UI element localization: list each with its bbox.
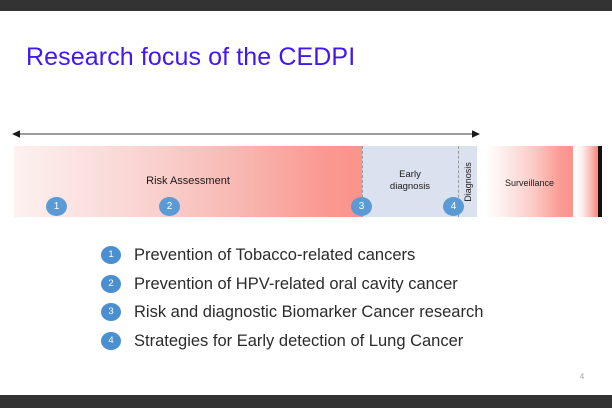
list-item: 3 Risk and diagnostic Biomarker Cancer r…	[101, 298, 541, 327]
segment-surveillance	[486, 146, 573, 217]
continuum-bar: Risk Assessment Early diagnosis Diagnosi…	[14, 146, 477, 217]
segment-label-diagnosis-text: Diagnosis	[462, 161, 473, 202]
segment-early-diagnosis	[362, 146, 458, 217]
legend-text-4: Strategies for Early detection of Lung C…	[134, 331, 464, 350]
legend-text-1: Prevention of Tobacco-related cancers	[134, 246, 416, 264]
legend-badge-3: 3	[101, 303, 121, 321]
window-top-bar	[0, 0, 612, 11]
segment-label-risk-assessment: Risk Assessment	[146, 175, 230, 187]
legend-badge-1: 1	[101, 246, 121, 264]
segment-risk-assessment	[14, 146, 362, 217]
legend-text-2: Prevention of HPV-related oral cavity ca…	[134, 274, 458, 293]
legend-list: 1 Prevention of Tobacco-related cancers …	[101, 241, 541, 355]
divider-risk-early	[362, 146, 363, 217]
segment-label-surveillance: Surveillance	[504, 178, 555, 188]
legend-text-3: Risk and diagnostic Biomarker Cancer res…	[134, 303, 484, 321]
divider-early-diagnosis	[458, 146, 459, 217]
list-item: 4 Strategies for Early detection of Lung…	[101, 327, 541, 356]
segment-label-early-diagnosis: Early diagnosis	[389, 169, 431, 192]
bar-badge-4: 4	[443, 197, 464, 216]
slide-canvas: Research focus of the CEDPI Risk Assessm…	[0, 11, 612, 395]
bar-badge-2: 2	[159, 197, 180, 216]
list-item: 2 Prevention of HPV-related oral cavity …	[101, 270, 541, 299]
bar-badge-1: 1	[46, 197, 67, 216]
segment-tail-edge	[598, 146, 602, 217]
bar-badge-3: 3	[351, 197, 372, 216]
page-title: Research focus of the CEDPI	[26, 43, 356, 71]
window-bottom-bar	[0, 395, 612, 408]
cancer-continuum-arrow	[12, 128, 480, 140]
segment-tail-gradient	[576, 146, 598, 217]
legend-badge-4: 4	[101, 331, 121, 350]
segment-diagnosis	[458, 146, 477, 217]
list-item: 1 Prevention of Tobacco-related cancers	[101, 241, 541, 270]
page-number: 4	[579, 372, 585, 381]
legend-badge-2: 2	[101, 274, 121, 293]
